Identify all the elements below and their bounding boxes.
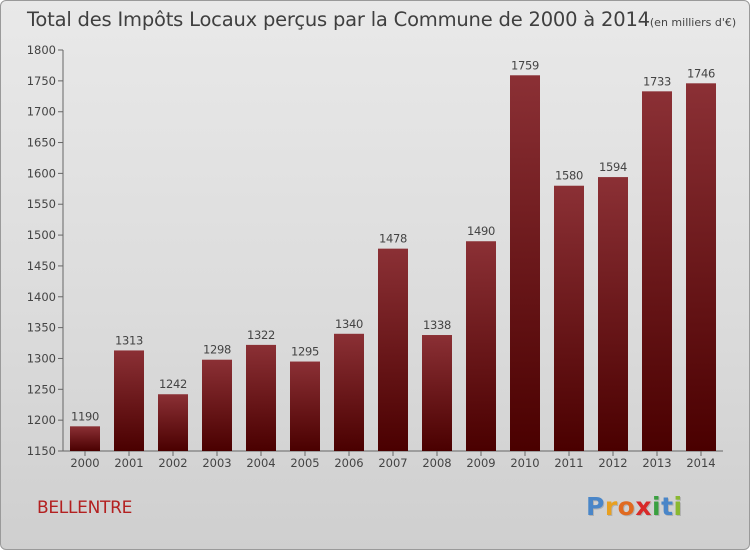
bar-2011 (554, 185, 584, 451)
logo-letter: t (661, 492, 674, 521)
x-tick-label: 2001 (114, 456, 143, 470)
value-label: 1242 (159, 377, 187, 391)
value-label: 1322 (247, 328, 275, 342)
value-label: 1478 (379, 232, 407, 246)
bar-2001 (114, 350, 144, 451)
y-tick-label: 1250 (27, 382, 56, 396)
x-tick-label: 2000 (70, 456, 99, 470)
logo-letter: P (586, 492, 605, 521)
x-tick-label: 2007 (378, 456, 407, 470)
x-tick-label: 2012 (598, 456, 627, 470)
x-tick-label: 2005 (290, 456, 319, 470)
y-tick-label: 1350 (27, 321, 56, 335)
x-tick-label: 2010 (510, 456, 539, 470)
y-tick-label: 1550 (27, 197, 56, 211)
value-label: 1733 (643, 74, 671, 88)
value-label: 1190 (71, 409, 99, 423)
x-tick-label: 2002 (158, 456, 187, 470)
value-label: 1340 (335, 317, 363, 331)
bar-2014 (686, 83, 716, 451)
logo-letter: i (652, 492, 662, 521)
bar-2008 (422, 335, 452, 451)
y-tick-label: 1200 (27, 413, 56, 427)
x-tick-label: 2008 (422, 456, 451, 470)
bar-2012 (598, 177, 628, 451)
bar-2003 (202, 359, 232, 451)
title-text: Total des Impôts Locaux perçus par la Co… (27, 8, 650, 31)
y-tick-label: 1650 (27, 136, 56, 150)
value-label: 1594 (599, 160, 627, 174)
bar-2000 (70, 426, 100, 451)
chart-labels: 2000 1190 2001 1313 2002 1242 2003 1298 2004 1322… (70, 58, 715, 470)
value-label: 1746 (687, 66, 715, 80)
unit-note: (en milliers d'€) (649, 16, 737, 29)
value-label: 1298 (203, 343, 231, 357)
logo-letter: i (673, 492, 683, 521)
y-tick-label: 1400 (27, 290, 56, 304)
bar-2009 (466, 241, 496, 451)
y-tick-label: 1750 (27, 74, 56, 88)
y-tick-label: 1300 (27, 351, 56, 365)
x-tick-label: 2013 (642, 456, 671, 470)
proxiti-logo[interactable]: Proxiti (586, 492, 683, 521)
bar-2004 (246, 344, 276, 451)
logo-letter: r (604, 492, 618, 521)
x-tick-label: 2006 (334, 456, 363, 470)
logo-letter: o (617, 492, 636, 521)
logo-letter: x (635, 492, 652, 521)
x-tick-label: 2014 (686, 456, 715, 470)
value-label: 1295 (291, 345, 319, 359)
y-tick-label: 1600 (27, 166, 56, 180)
x-tick-label: 2009 (466, 456, 495, 470)
value-label: 1759 (511, 58, 539, 72)
value-label: 1490 (467, 224, 495, 238)
y-tick-label: 1700 (27, 105, 56, 119)
x-tick-label: 2003 (202, 456, 231, 470)
bar-2010 (510, 75, 540, 451)
value-label: 1313 (115, 333, 143, 347)
bar-2007 (378, 248, 408, 451)
bar-2006 (334, 333, 364, 451)
bar-2005 (290, 361, 320, 451)
y-tick-label: 1150 (27, 444, 56, 458)
value-label: 1580 (555, 169, 583, 183)
chart-title: Total des Impôts Locaux perçus par la Co… (27, 8, 736, 31)
y-tick-label: 1500 (27, 228, 56, 242)
value-label: 1338 (423, 318, 451, 332)
commune-name: BELLENTRE (37, 498, 133, 518)
y-tick-label: 1450 (27, 259, 56, 273)
y-tick-label: 1800 (27, 43, 56, 57)
bar-2002 (158, 394, 188, 451)
chart-bars (70, 75, 716, 451)
x-tick-label: 2011 (554, 456, 583, 470)
x-tick-label: 2004 (246, 456, 275, 470)
bar-2013 (642, 91, 672, 451)
